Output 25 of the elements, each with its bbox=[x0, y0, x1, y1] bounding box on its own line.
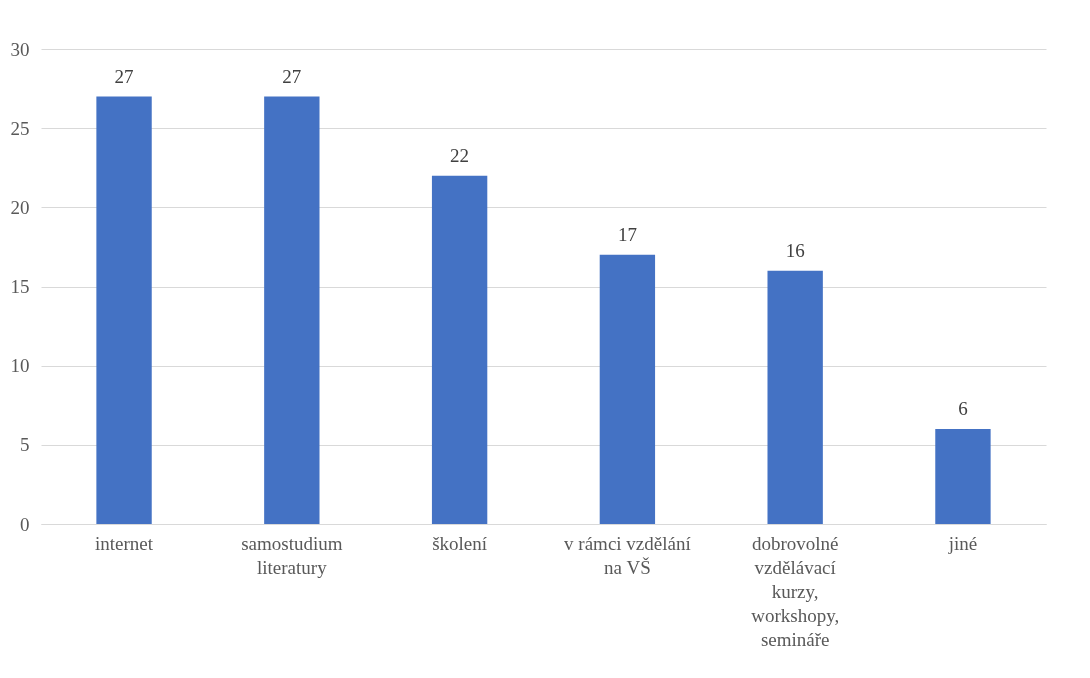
x-tick-label: v rámci vzdělání na VŠ bbox=[564, 532, 692, 578]
y-tick-label: 15 bbox=[10, 276, 30, 297]
y-tick-label: 0 bbox=[20, 513, 30, 535]
x-tick-label: internet bbox=[95, 532, 154, 554]
data-label: 27 bbox=[282, 65, 302, 87]
x-tick-label: jiné bbox=[947, 532, 978, 554]
bar bbox=[599, 254, 656, 524]
bar bbox=[935, 429, 991, 524]
y-tick-label: 25 bbox=[10, 117, 30, 139]
data-label: 27 bbox=[114, 65, 134, 87]
x-tick-label: samostudium literatury bbox=[241, 532, 343, 578]
x-tick-label: školení bbox=[432, 532, 488, 554]
y-tick-label: 5 bbox=[20, 434, 30, 456]
data-label: 16 bbox=[785, 239, 805, 261]
data-label: 22 bbox=[450, 144, 470, 166]
data-label: 17 bbox=[617, 223, 637, 245]
y-tick-label: 30 bbox=[10, 38, 30, 60]
y-tick-label: 20 bbox=[10, 196, 30, 218]
data-label: 6 bbox=[958, 398, 968, 419]
bar bbox=[96, 96, 152, 524]
x-tick-label: dobrovolné vzdělávací kurzy, workshopy, semináře bbox=[751, 532, 840, 650]
y-tick-label: 10 bbox=[10, 355, 30, 377]
bar bbox=[431, 175, 488, 524]
bar bbox=[264, 96, 320, 524]
bar bbox=[767, 270, 823, 524]
